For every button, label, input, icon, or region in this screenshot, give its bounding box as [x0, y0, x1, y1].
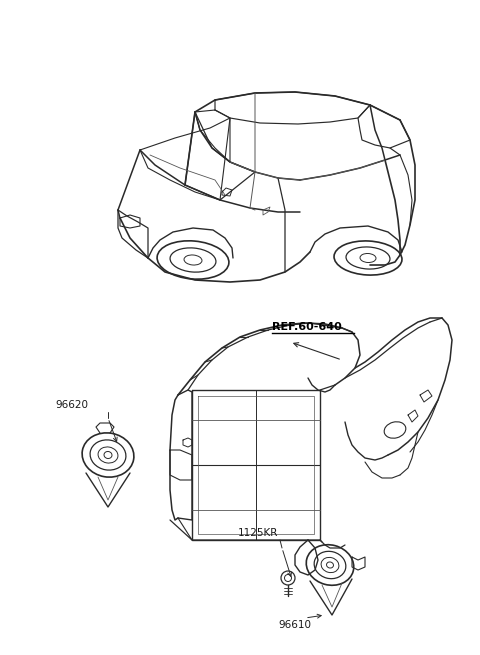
Text: 1125KR: 1125KR [238, 528, 278, 538]
Text: 96610: 96610 [278, 620, 312, 630]
Text: 96620: 96620 [55, 400, 88, 410]
Text: REF.60-640: REF.60-640 [272, 322, 342, 332]
